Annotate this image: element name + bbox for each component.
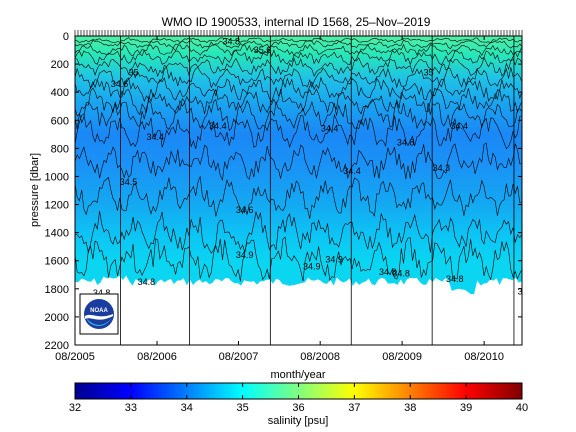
colorbar-tick-label: 32: [69, 402, 81, 414]
y-axis-label: pressure [dbar]: [29, 153, 41, 227]
contour-line: [75, 37, 522, 44]
profile-markers: [74, 30, 523, 36]
y-tick-label: 1600: [45, 256, 69, 268]
y-tick-label: 1200: [45, 200, 69, 212]
contour-line: [75, 97, 522, 131]
y-tick-label: 2200: [45, 340, 69, 352]
x-tick-label: 08/2006: [137, 351, 177, 363]
salinity-fill: [75, 36, 522, 295]
contour-label: 34.8: [397, 138, 415, 148]
colorbar-tick-label: 38: [404, 402, 416, 414]
contour-label: 34.8: [223, 37, 241, 47]
colorbar-ticks: 32 33 34 35 36 37 38 39 40: [69, 383, 528, 414]
contour-label: 34.4: [147, 132, 165, 142]
contour-label: 34.8: [138, 277, 156, 287]
contour-line: [75, 113, 522, 150]
x-axis: 08/2005 08/2006 08/2007 08/2008 08/2009 08/20…: [55, 36, 504, 363]
contour-label: 34.5: [120, 177, 138, 187]
contour-label: 35: [129, 68, 139, 78]
contour-label: 34.8: [446, 274, 464, 284]
contour-line: [75, 142, 522, 182]
x-tick-label: 08/2005: [55, 351, 95, 363]
contour-line: [75, 39, 522, 50]
contour-label: 34.8: [379, 267, 397, 277]
contour-label: 34.4: [450, 121, 468, 131]
y-tick-label: 1400: [45, 228, 69, 240]
contour-label: 34.9: [325, 254, 343, 264]
contour-line: [75, 236, 522, 282]
x-tick-label: 08/2009: [382, 351, 422, 363]
contour-label: 34.9: [236, 250, 254, 260]
contour-line: [75, 76, 522, 103]
x-tick-label: 08/2010: [464, 351, 504, 363]
contour-label: 34.4: [321, 124, 339, 134]
y-tick-label: 600: [51, 115, 69, 127]
contour-label: 34.4: [209, 121, 227, 131]
noaa-logo: NOAA: [79, 293, 119, 335]
contour-line: [75, 176, 522, 219]
contour-label: 34.7: [518, 287, 536, 297]
colorbar-tick-label: 35: [237, 402, 249, 414]
plot-frame: [74, 35, 523, 346]
contour-label: 35: [424, 68, 434, 78]
colorbar-label: salinity [psu]: [268, 415, 329, 427]
y-tick-label: 200: [51, 59, 69, 71]
contour-lines: [75, 37, 522, 282]
y-tick-label: 400: [51, 87, 69, 99]
contour-label: 34.6: [111, 79, 129, 89]
colorbar-tick-label: 39: [460, 402, 472, 414]
noaa-logo-text: NOAA: [90, 308, 108, 314]
colorbar-tick-label: 36: [292, 402, 304, 414]
contour-label: 34.9: [303, 261, 321, 271]
contour-line: [75, 43, 522, 57]
contour-line: [75, 48, 522, 66]
contour-label: 34.4: [343, 166, 361, 176]
contour-label: 34.6: [236, 205, 254, 215]
profile-lines: [120, 36, 515, 345]
contour-label: 34.3: [433, 163, 451, 173]
contour-label: 34.8: [93, 288, 111, 298]
contour-label: 35.6: [254, 45, 272, 55]
y-tick-label: 1000: [45, 171, 69, 183]
colorbar-tick-label: 34: [181, 402, 193, 414]
y-tick-label: 1800: [45, 284, 69, 296]
contour-line: [75, 87, 522, 117]
x-axis-label: month/year: [270, 369, 325, 381]
y-tick-label: 800: [51, 143, 69, 155]
colorbar-tick-label: 33: [125, 402, 137, 414]
x-tick-label: 08/2008: [300, 351, 340, 363]
colorbar-tick-label: 37: [348, 402, 360, 414]
y-tick-label: 2000: [45, 312, 69, 324]
contour-label: 34.8: [392, 268, 410, 278]
contour-line: [75, 210, 522, 254]
y-axis: 0 200 400 600 800 1000 1200 1400 1600 1800 2000 220…: [45, 31, 522, 352]
contour-line: [75, 66, 522, 90]
colorbar-tick-label: 40: [516, 402, 528, 414]
chart-title: WMO ID 1900533, internal ID 1568, 25–Nov…: [162, 15, 431, 29]
x-tick-label: 08/2007: [219, 351, 259, 363]
y-tick-label: 0: [63, 31, 69, 43]
